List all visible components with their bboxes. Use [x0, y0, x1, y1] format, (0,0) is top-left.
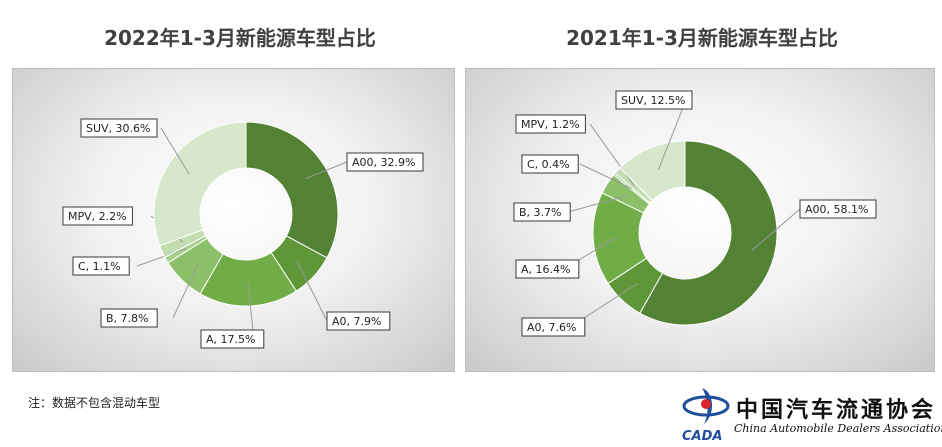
slice-a00: [245, 121, 339, 259]
data-label-box-b: [513, 202, 571, 222]
logo-abbr: CADA: [682, 429, 722, 444]
data-label-c: C, 0.4%: [527, 158, 570, 171]
data-label-mpv: MPV, 1.2%: [521, 118, 580, 131]
data-label-b: B, 7.8%: [106, 312, 149, 325]
chart-title-2021: 2021年1-3月新能源车型占比: [566, 26, 838, 50]
cada-emblem-icon: CADA: [682, 388, 730, 444]
leader-line-a0: [296, 260, 328, 322]
leader-line-suv: [160, 127, 190, 175]
data-label-b: B, 3.7%: [519, 206, 562, 219]
chart-title-2022: 2022年1-3月新能源车型占比: [104, 26, 376, 50]
donut-svg-2021: A00, 58.1% A0, 7.6% A, 16.4% B, 3.7% C, 0.4%…: [513, 90, 877, 337]
cada-logo: CADA 中国汽车流通协会 China Automobile Dealers A…: [680, 384, 942, 444]
donut-chart-2021: A00, 58.1% A0, 7.6% A, 16.4% B, 3.7% C, 0.4%…: [465, 68, 935, 372]
data-label-a00: A00, 32.9%: [352, 156, 415, 169]
data-label-box-c: [72, 256, 130, 276]
data-label-suv: SUV, 12.5%: [621, 94, 686, 107]
slice-a00: [639, 140, 778, 326]
data-label-a0: A0, 7.6%: [527, 321, 576, 334]
data-label-mpv: MPV, 2.2%: [68, 210, 127, 223]
data-label-a: A, 17.5%: [206, 333, 255, 346]
data-label-box-a00: [346, 152, 424, 172]
data-label-box-a: [515, 259, 580, 279]
leader-line-a: [247, 282, 254, 331]
data-label-c: C, 1.1%: [78, 260, 121, 273]
leader-line-c: [579, 163, 633, 190]
footnote: 注：数据不包含混动车型: [28, 396, 161, 410]
data-label-a: A, 16.4%: [521, 263, 570, 276]
logo-name-en: China Automobile Dealers Association: [734, 422, 942, 435]
data-label-box-a0: [521, 317, 586, 337]
leader-line-mpv: [589, 123, 635, 187]
data-label-box-a: [200, 329, 265, 349]
leader-line-a00: [751, 208, 801, 251]
data-label-a00: A00, 58.1%: [805, 203, 868, 216]
data-label-box-suv: [80, 118, 158, 138]
data-label-suv: SUV, 30.6%: [86, 122, 151, 135]
data-label-box-mpv: [515, 114, 586, 134]
data-label-a0: A0, 7.9%: [332, 315, 381, 328]
donut-svg-2022: A00, 32.9% A0, 7.9% A, 17.5% B, 7.8% C, 1.1%…: [62, 118, 424, 349]
donut-chart-2022: A00, 32.9% A0, 7.9% A, 17.5% B, 7.8% C, 1.1%…: [12, 68, 455, 372]
data-label-box-a00: [799, 199, 877, 219]
data-label-box-mpv: [62, 206, 133, 226]
data-label-box-a0: [326, 311, 391, 331]
slice-suv: [153, 121, 247, 247]
data-label-box-b: [100, 308, 158, 328]
logo-name-cn: 中国汽车流通协会: [736, 397, 937, 423]
leader-line-suv: [658, 99, 687, 170]
leader-line-a00: [305, 161, 348, 180]
leader-line-b: [567, 195, 627, 213]
slice-suv: [619, 140, 686, 202]
data-label-box-suv: [615, 90, 693, 110]
leader-line-c: [136, 248, 187, 267]
data-label-box-c: [521, 154, 579, 174]
leader-line-b: [172, 263, 199, 319]
